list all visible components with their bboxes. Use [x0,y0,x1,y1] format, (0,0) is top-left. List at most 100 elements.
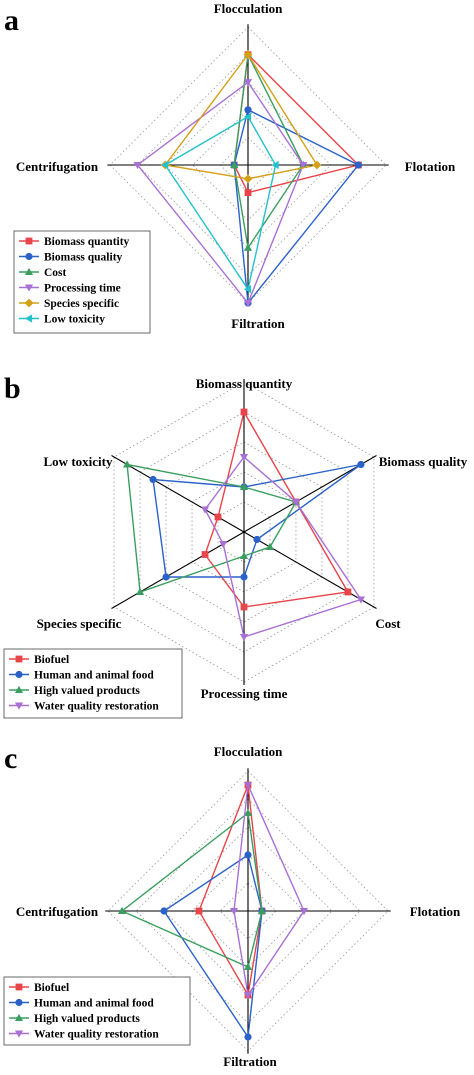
axis-line-low-toxicity [111,455,245,533]
data-point-low-toxicity-filtration [243,285,252,294]
data-point-biofuel-species-specific [201,551,209,558]
series-line-biofuel [204,410,350,608]
axis-label-centrifugation: Centrifugation [16,904,99,919]
data-point-high-valued-products-processing-time [239,551,249,560]
axis-label-flotation: Flotation [410,904,461,919]
series-biofuel [201,408,352,611]
data-point-water-quality-restoration-low-toxicity [200,506,210,514]
data-point-water-quality-restoration-processing-time [239,633,249,642]
data-point-species-specific-filtration [243,174,253,184]
data-point-high-valued-products-biomass-quantity [239,482,249,491]
legend-label-biofuel: Biofuel [34,654,69,666]
data-point-human-and-animal-food-cost [253,535,261,544]
axis-label-cost: Cost [375,616,401,631]
series-water-quality-restoration [229,781,309,1000]
legend-marker-high-valued-products [14,685,24,694]
data-point-biofuel-cost [344,588,352,596]
data-point-water-quality-restoration-centrifugation [229,907,239,916]
panel-letter-c: c [4,742,17,775]
series-cost [230,50,308,251]
legend-marker-human-and-animal-food [15,998,23,1007]
series-species-specific [160,50,322,184]
legend: Biomass quantity Biomass quality Cost Proce… [13,230,151,334]
data-point-low-toxicity-flocculation [243,112,252,121]
legend-marker-species-specific [24,298,34,308]
series-processing-time [133,79,308,308]
data-point-processing-time-flotation [299,161,308,170]
series-low-toxicity [161,112,279,294]
data-point-processing-time-centrifugation [133,161,142,170]
legend-box [13,230,151,334]
legend-label-species-specific: Species specific [44,298,119,310]
data-point-low-toxicity-flotation [271,160,279,170]
legend-marker-biofuel [15,983,23,991]
legend-label-biofuel: Biofuel [34,982,69,994]
data-point-water-quality-restoration-biomass-quality [291,498,301,507]
data-point-water-quality-restoration-flocculation [243,781,253,790]
legend-label-high-valued-products: High valued products [34,685,140,697]
legend-label-processing-time: Processing time [44,283,121,295]
data-point-water-quality-restoration-biomass-quantity [239,453,249,462]
data-point-high-valued-products-low-toxicity [123,460,132,468]
series-biofuel [195,781,266,999]
axis-line-biomass-quality [243,455,377,533]
radar-panel-a: a Flocculation Flotation Filtration Centrifu… [4,1,456,334]
grid-ring-2 [191,854,305,968]
legend: Biofuel Human and animal food High valued … [3,976,191,1046]
data-point-water-quality-restoration-filtration [243,991,253,1000]
data-point-high-valued-products-cost [265,542,275,551]
data-point-cost-centrifugation [230,160,239,169]
data-point-biofuel-centrifugation [195,907,203,915]
legend-marker-biofuel [15,655,23,663]
data-point-human-and-animal-food-filtration [244,1033,252,1041]
data-point-water-quality-restoration-flotation [299,907,309,916]
data-point-biomass-quality-flotation [354,161,362,169]
data-point-water-quality-restoration-species-specific [219,540,228,549]
axis-label-biomass-quantity: Biomass quantity [196,376,293,391]
data-point-water-quality-restoration-cost [356,596,365,604]
series-line-biomass-quality [233,108,360,305]
axis-label-flocculation: Flocculation [214,744,283,759]
legend-label-high-valued-products: High valued products [34,1013,140,1025]
legend: Biofuel Human and animal food High valued … [3,648,183,719]
data-point-human-and-animal-food-biomass-quality [357,460,365,469]
legend-marker-biomass-quantity [25,237,33,245]
panel-letter-a: a [4,4,19,37]
radar-panel-c: c Flocculation Flotation Filtration Centrifu… [3,742,461,1069]
legend-marker-processing-time [24,284,34,292]
axis-label-processing-time: Processing time [201,686,288,701]
legend-marker-low-toxicity [24,314,33,323]
data-point-species-specific-flocculation [243,50,253,60]
legend-label-biomass-quality: Biomass quality [44,252,123,264]
data-point-cost-filtration [243,243,253,251]
series-human-and-animal-food [160,851,266,1041]
legend-marker-cost [24,267,34,276]
data-point-high-valued-products-flotation [257,906,267,915]
legend-label-human-and-animal-food: Human and animal food [34,670,154,682]
axis-label-flocculation: Flocculation [214,1,283,16]
data-point-high-valued-products-centrifugation [117,906,127,915]
data-point-high-valued-products-flocculation [243,808,253,817]
data-point-biomass-quality-flocculation [244,106,252,114]
series-human-and-animal-food [149,460,365,581]
data-point-biofuel-processing-time [240,603,248,611]
legend-box [3,976,191,1046]
axis-label-species-specific: Species specific [37,616,122,631]
series-high-valued-products [117,808,267,971]
axis-label-filtration: Filtration [223,1054,277,1069]
series-water-quality-restoration [200,453,365,642]
legend-label-cost: Cost [44,267,67,279]
legend-marker-high-valued-products [14,1013,24,1022]
data-point-high-valued-products-species-specific [135,587,145,596]
data-point-human-and-animal-food-centrifugation [160,907,168,915]
legend-label-water-quality-restoration: Water quality restoration [34,701,159,713]
data-point-low-toxicity-centrifugation [161,160,169,170]
data-point-processing-time-flocculation [243,79,253,87]
data-point-biofuel-low-toxicity [214,513,222,521]
data-point-human-and-animal-food-low-toxicity [149,475,157,484]
data-point-biomass-quantity-filtration [244,189,252,196]
legend-box [3,648,183,719]
legend-marker-human-and-animal-food [15,670,23,679]
legend-label-low-toxicity: Low toxicity [44,314,105,326]
